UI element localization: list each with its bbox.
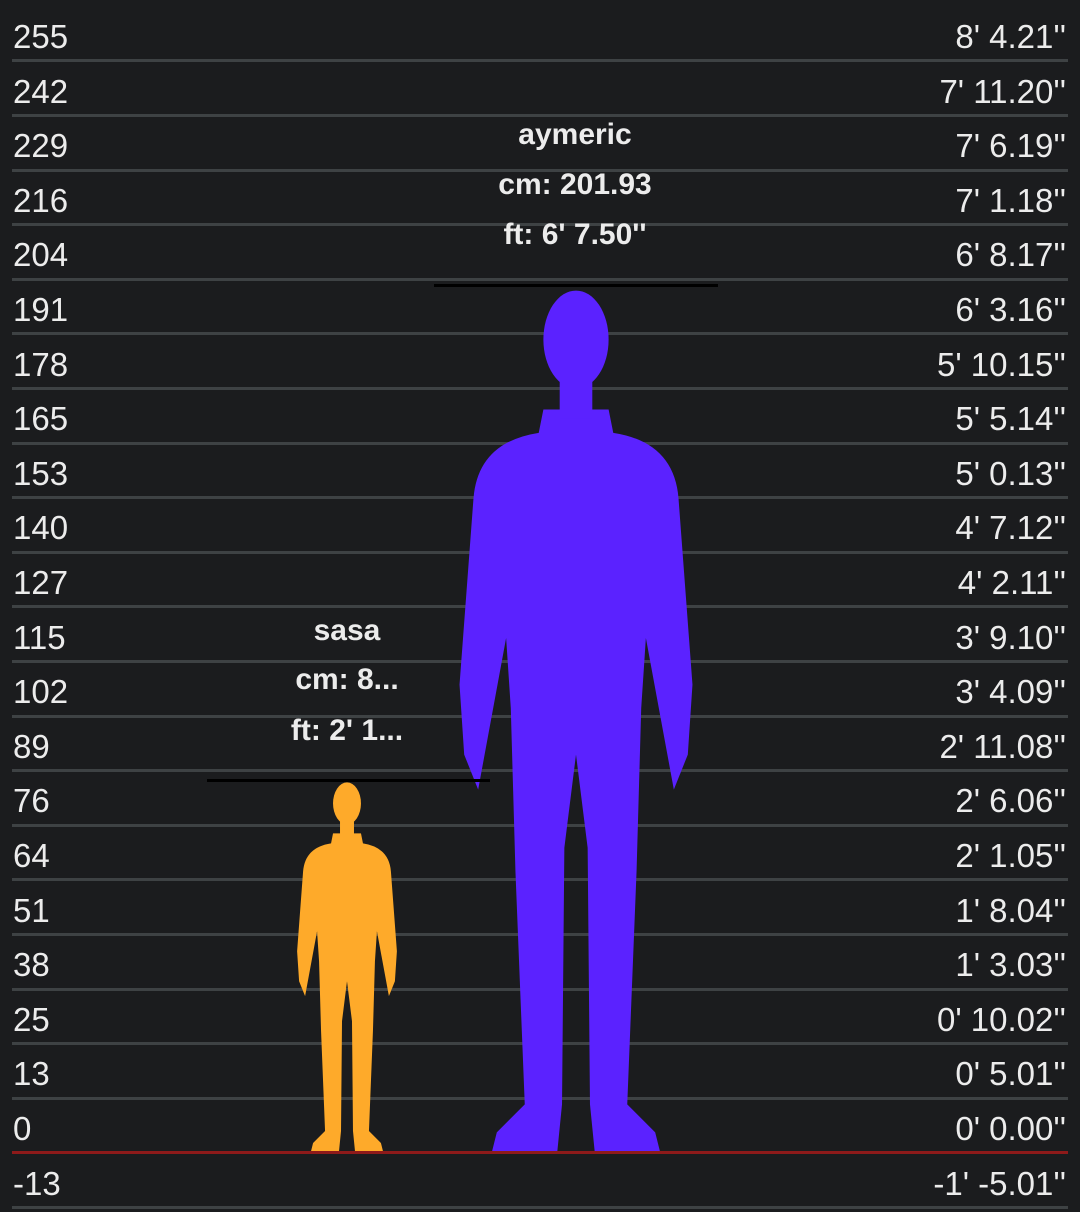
tick-label-ft: 2' 1.05''	[955, 836, 1066, 874]
scale-row: 204 6' 8.17''	[0, 226, 1080, 281]
tick-label-cm: 51	[13, 891, 50, 929]
tick-label-ft: 2' 11.08''	[939, 727, 1066, 765]
tick-label-ft: 1' 3.03''	[955, 946, 1066, 984]
tick-label-cm: 25	[13, 1000, 50, 1038]
gridline	[12, 223, 1068, 227]
tick-label-cm: 140	[13, 509, 69, 547]
tick-label-cm: 115	[13, 618, 66, 656]
aymeric-silhouette	[459, 290, 693, 1151]
scale-row: 229 7' 6.19''	[0, 117, 1080, 172]
tick-label-cm: 13	[13, 1055, 50, 1093]
scale-row: 242 7' 11.20''	[0, 63, 1080, 118]
tick-label-ft: 7' 1.18''	[955, 181, 1066, 219]
gridline	[12, 387, 1068, 391]
tick-label-ft: 7' 11.20''	[939, 72, 1066, 110]
tick-label-cm: 64	[13, 836, 50, 874]
gridline	[12, 114, 1068, 118]
head-shape	[543, 290, 609, 389]
tick-label-cm: 0	[13, 1109, 32, 1147]
tick-label-ft: 0' 10.02''	[936, 1000, 1066, 1038]
gridline	[12, 59, 1068, 63]
tick-label-ft: 8' 4.21''	[955, 17, 1066, 55]
neck-shape	[559, 372, 593, 419]
tick-label-cm: 178	[13, 345, 69, 383]
tick-label-ft: 5' 0.13''	[955, 454, 1066, 492]
tick-label-ft: 3' 9.10''	[955, 618, 1066, 656]
gridline	[12, 332, 1068, 336]
tick-label-ft: 1' 8.04''	[955, 891, 1066, 929]
scale-row: 178 5' 10.15''	[0, 336, 1080, 391]
scale-row: 216 7' 1.18''	[0, 172, 1080, 227]
tick-label-ft: 5' 5.14''	[955, 400, 1066, 438]
scale-row: 255 8' 4.21''	[0, 8, 1080, 63]
tick-label-ft: 4' 7.12''	[955, 509, 1066, 547]
tick-label-cm: 255	[13, 17, 69, 55]
tick-label-cm: 153	[13, 454, 69, 492]
sasa-name: sasa	[313, 614, 381, 647]
tick-label-ft: 0' 5.01''	[955, 1055, 1066, 1093]
tick-label-cm: 204	[13, 236, 69, 274]
tick-label-cm: 229	[13, 127, 69, 165]
tick-label-ft: 6' 3.16''	[955, 290, 1066, 328]
aymeric-top-line	[434, 284, 718, 287]
tick-label-ft: 5' 10.15''	[936, 345, 1066, 383]
aymeric-cm: cm: 201.93	[498, 168, 652, 201]
tick-label-cm: 38	[13, 946, 50, 984]
tick-label-cm: 191	[13, 290, 69, 328]
tick-label-ft: 7' 6.19''	[955, 127, 1066, 165]
head-shape	[333, 782, 361, 825]
scale-row: 0 0' 0.00''	[0, 1100, 1080, 1155]
gridline	[12, 277, 1068, 281]
tick-label-cm: 76	[13, 782, 50, 820]
scale-row: -13 -1' -5.01''	[0, 1155, 1080, 1210]
tick-label-cm: 127	[13, 563, 69, 601]
body-shape	[459, 409, 693, 1151]
sasa-cm: cm: 8...	[295, 663, 399, 696]
tick-label-cm: 242	[13, 72, 69, 110]
sasa-top-line	[207, 779, 490, 782]
tick-label-cm: 102	[13, 673, 69, 711]
tick-label-cm: 89	[13, 727, 50, 765]
sasa-silhouette	[297, 782, 397, 1151]
neck-shape	[340, 817, 354, 838]
baseline	[12, 1151, 1068, 1155]
tick-label-ft: 0' 0.00''	[955, 1109, 1066, 1147]
body-shape	[297, 833, 397, 1151]
tick-label-ft: 4' 2.11''	[957, 563, 1066, 601]
sasa-ft: ft: 2' 1...	[290, 714, 404, 747]
tick-label-ft: 3' 4.09''	[955, 673, 1066, 711]
gridline	[12, 168, 1068, 172]
scale-row: 191 6' 3.16''	[0, 281, 1080, 336]
tick-label-cm: 165	[13, 400, 69, 438]
aymeric-ft: ft: 6' 7.50''	[503, 218, 647, 251]
tick-label-ft: -1' -5.01''	[933, 1164, 1066, 1202]
tick-label-cm: 216	[13, 181, 69, 219]
tick-label-ft: 2' 6.06''	[955, 782, 1066, 820]
aymeric-name: aymeric	[518, 118, 632, 151]
tick-label-ft: 6' 8.17''	[955, 236, 1066, 274]
tick-label-cm: -13	[13, 1164, 61, 1202]
gridline	[12, 1206, 1068, 1210]
